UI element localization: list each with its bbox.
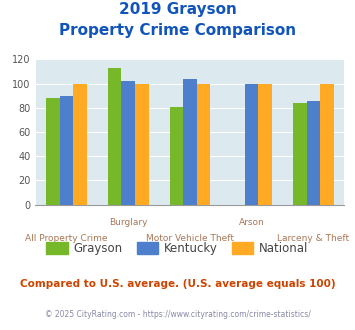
- Text: Arson: Arson: [239, 218, 264, 227]
- Bar: [307, 101, 320, 205]
- Legend: Grayson, Kentucky, National: Grayson, Kentucky, National: [42, 237, 313, 259]
- Bar: [258, 83, 272, 205]
- Bar: [170, 107, 183, 205]
- Text: Burglary: Burglary: [109, 218, 147, 227]
- Text: Motor Vehicle Theft: Motor Vehicle Theft: [146, 234, 234, 243]
- Text: Larceny & Theft: Larceny & Theft: [277, 234, 350, 243]
- Text: © 2025 CityRating.com - https://www.cityrating.com/crime-statistics/: © 2025 CityRating.com - https://www.city…: [45, 310, 310, 319]
- Bar: [197, 83, 210, 205]
- Bar: [245, 83, 258, 205]
- Bar: [108, 68, 121, 205]
- Text: All Property Crime: All Property Crime: [25, 234, 108, 243]
- Text: Property Crime Comparison: Property Crime Comparison: [59, 23, 296, 38]
- Bar: [60, 96, 73, 205]
- Text: 2019 Grayson: 2019 Grayson: [119, 2, 236, 16]
- Bar: [46, 98, 60, 205]
- Bar: [320, 83, 334, 205]
- Bar: [135, 83, 148, 205]
- Bar: [183, 79, 197, 205]
- Text: Compared to U.S. average. (U.S. average equals 100): Compared to U.S. average. (U.S. average …: [20, 279, 335, 289]
- Bar: [293, 103, 307, 205]
- Bar: [121, 81, 135, 205]
- Bar: [73, 83, 87, 205]
